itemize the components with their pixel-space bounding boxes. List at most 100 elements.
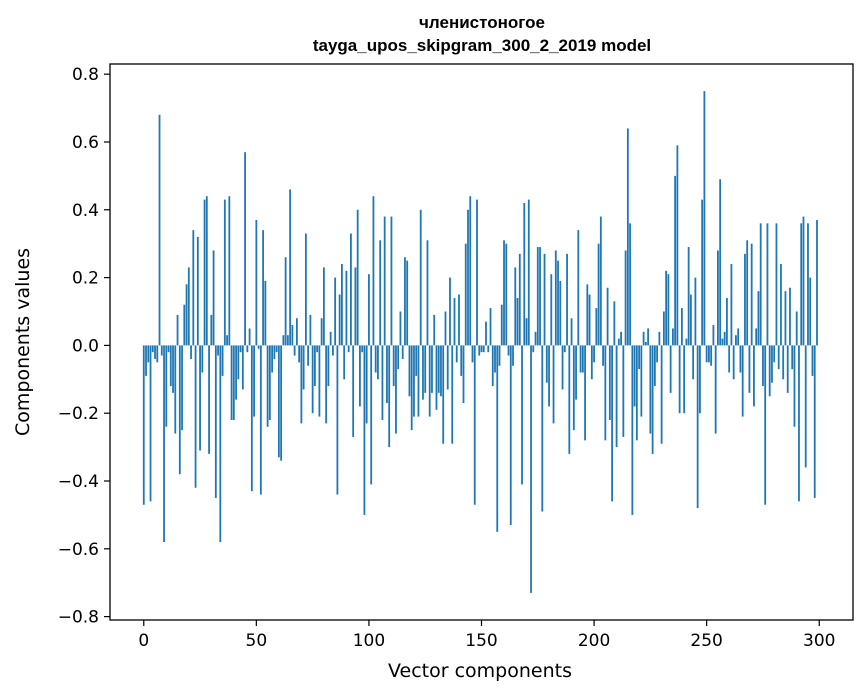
bar — [219, 345, 222, 543]
bar — [784, 291, 787, 346]
y-tick-label: −0.8 — [58, 608, 99, 628]
bar — [264, 280, 267, 346]
bar — [298, 345, 301, 363]
bar — [777, 345, 780, 370]
bar — [210, 314, 213, 346]
bar — [478, 345, 481, 356]
bar — [507, 345, 510, 356]
bar — [548, 345, 550, 407]
bar — [368, 274, 370, 346]
bar — [516, 297, 519, 346]
bar — [232, 345, 235, 420]
bar — [561, 345, 564, 390]
y-tick-label: 0.4 — [72, 201, 99, 221]
bar — [329, 331, 332, 346]
bar — [142, 345, 145, 505]
bar — [766, 223, 769, 346]
bar — [512, 345, 514, 366]
x-tick-label: 50 — [246, 631, 268, 651]
bar — [581, 345, 584, 373]
x-tick-label: 100 — [353, 631, 385, 651]
y-tick-label: −0.4 — [58, 472, 99, 492]
bar — [476, 199, 478, 346]
bar — [737, 328, 740, 346]
bar — [460, 345, 463, 376]
bar — [419, 209, 422, 346]
bar — [498, 345, 501, 366]
bar — [158, 114, 161, 346]
bar — [194, 345, 197, 488]
bar — [626, 128, 629, 346]
bar — [406, 260, 409, 346]
bar — [208, 345, 210, 454]
bar — [575, 345, 577, 400]
bar — [464, 243, 467, 346]
bar — [735, 335, 737, 346]
bar — [563, 345, 566, 353]
bar — [318, 345, 321, 417]
bar — [721, 338, 724, 346]
bar — [226, 335, 228, 346]
bar — [442, 345, 445, 444]
bar — [176, 314, 179, 346]
bar — [415, 345, 418, 376]
bar — [275, 345, 278, 353]
bar — [739, 345, 742, 373]
bar — [800, 223, 803, 346]
bar — [309, 314, 312, 346]
bar — [708, 345, 710, 363]
bar — [771, 345, 773, 383]
bar — [570, 318, 573, 346]
bar — [811, 345, 814, 376]
bar — [753, 345, 755, 407]
bar — [266, 345, 269, 427]
bar — [795, 311, 798, 346]
bar — [205, 196, 208, 346]
bar — [181, 345, 183, 431]
bar — [395, 345, 397, 434]
bar — [248, 328, 251, 346]
bar — [566, 253, 568, 346]
bar — [167, 345, 170, 353]
bar — [496, 345, 499, 532]
bar — [422, 345, 424, 400]
bar — [577, 230, 580, 346]
bar — [341, 264, 343, 346]
bar — [732, 345, 735, 380]
bar — [192, 230, 195, 346]
x-tick-label: 200 — [578, 631, 610, 651]
x-tick-label: 150 — [465, 631, 497, 651]
bar — [377, 345, 379, 380]
bar — [154, 345, 156, 359]
bar — [160, 345, 163, 356]
bar — [388, 345, 391, 448]
bar — [615, 345, 618, 448]
bar — [741, 345, 744, 417]
bar — [635, 345, 638, 441]
bar — [413, 345, 415, 417]
bar — [798, 345, 800, 502]
bar — [343, 345, 346, 380]
bar — [338, 294, 341, 346]
bar — [728, 345, 731, 373]
bar — [271, 345, 274, 373]
bar — [768, 345, 771, 397]
bar — [543, 253, 546, 346]
bar — [744, 253, 746, 346]
bar — [295, 318, 298, 346]
y-tick-label: 0.0 — [72, 336, 99, 356]
bar — [514, 267, 517, 346]
bar — [199, 345, 201, 451]
bar — [304, 233, 307, 346]
bar — [372, 196, 375, 346]
bar — [530, 345, 532, 593]
bar — [757, 291, 760, 346]
bar — [386, 345, 388, 404]
bar — [622, 345, 625, 437]
bar — [509, 345, 512, 526]
bar — [651, 345, 654, 454]
bar — [579, 345, 582, 373]
chart-subtitle: tayga_upos_skipgram_300_2_2019 model — [313, 36, 651, 55]
bar — [480, 345, 483, 353]
bar — [257, 345, 260, 349]
